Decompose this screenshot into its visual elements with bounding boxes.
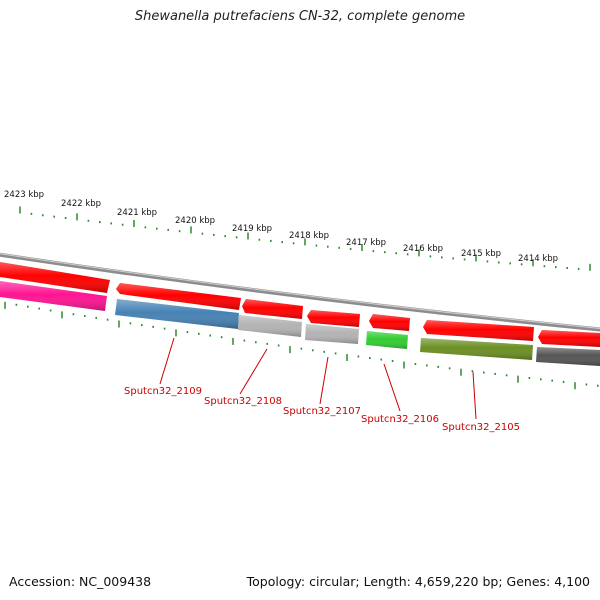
topology-summary: Topology: circular; Length: 4,659,220 bp…	[246, 574, 590, 589]
scale-label: 2415 kbp	[461, 249, 501, 259]
scale-ticks-lower	[4, 301, 599, 390]
accession-text: Accession: NC_009438	[9, 574, 152, 589]
label-leaders	[159, 337, 477, 420]
gene-label[interactable]: Sputcn32_2109	[124, 386, 202, 397]
scale-label: 2417 kbp	[346, 238, 386, 248]
cog-track	[0, 281, 600, 366]
backbone-ring-highlight	[0, 253, 600, 330]
gene-label[interactable]: Sputcn32_2105	[442, 422, 520, 433]
scale-label: 2423 kbp	[4, 190, 44, 200]
scale-label: 2420 kbp	[175, 216, 215, 226]
scale-label: 2416 kbp	[403, 244, 443, 254]
gene-labels: Sputcn32_2109 Sputcn32_2108 Sputcn32_210…	[124, 386, 520, 433]
scale-ticks-upper	[19, 206, 591, 271]
scale-label: 2418 kbp	[289, 231, 329, 241]
gene-label[interactable]: Sputcn32_2107	[283, 406, 361, 417]
scale-label: 2422 kbp	[61, 199, 101, 209]
gene-label[interactable]: Sputcn32_2108	[204, 396, 282, 407]
forward-cds-track	[0, 262, 600, 347]
scale-label: 2414 kbp	[518, 254, 558, 264]
map-title: Shewanella putrefaciens CN-32, complete …	[134, 9, 466, 24]
scale-label: 2419 kbp	[232, 224, 272, 234]
scale-label: 2421 kbp	[117, 208, 157, 218]
gene-label[interactable]: Sputcn32_2106	[361, 414, 439, 425]
backbone-ring	[0, 252, 600, 332]
scale-labels: 2423 kbp 2422 kbp 2421 kbp 2420 kbp 2419…	[4, 190, 558, 264]
